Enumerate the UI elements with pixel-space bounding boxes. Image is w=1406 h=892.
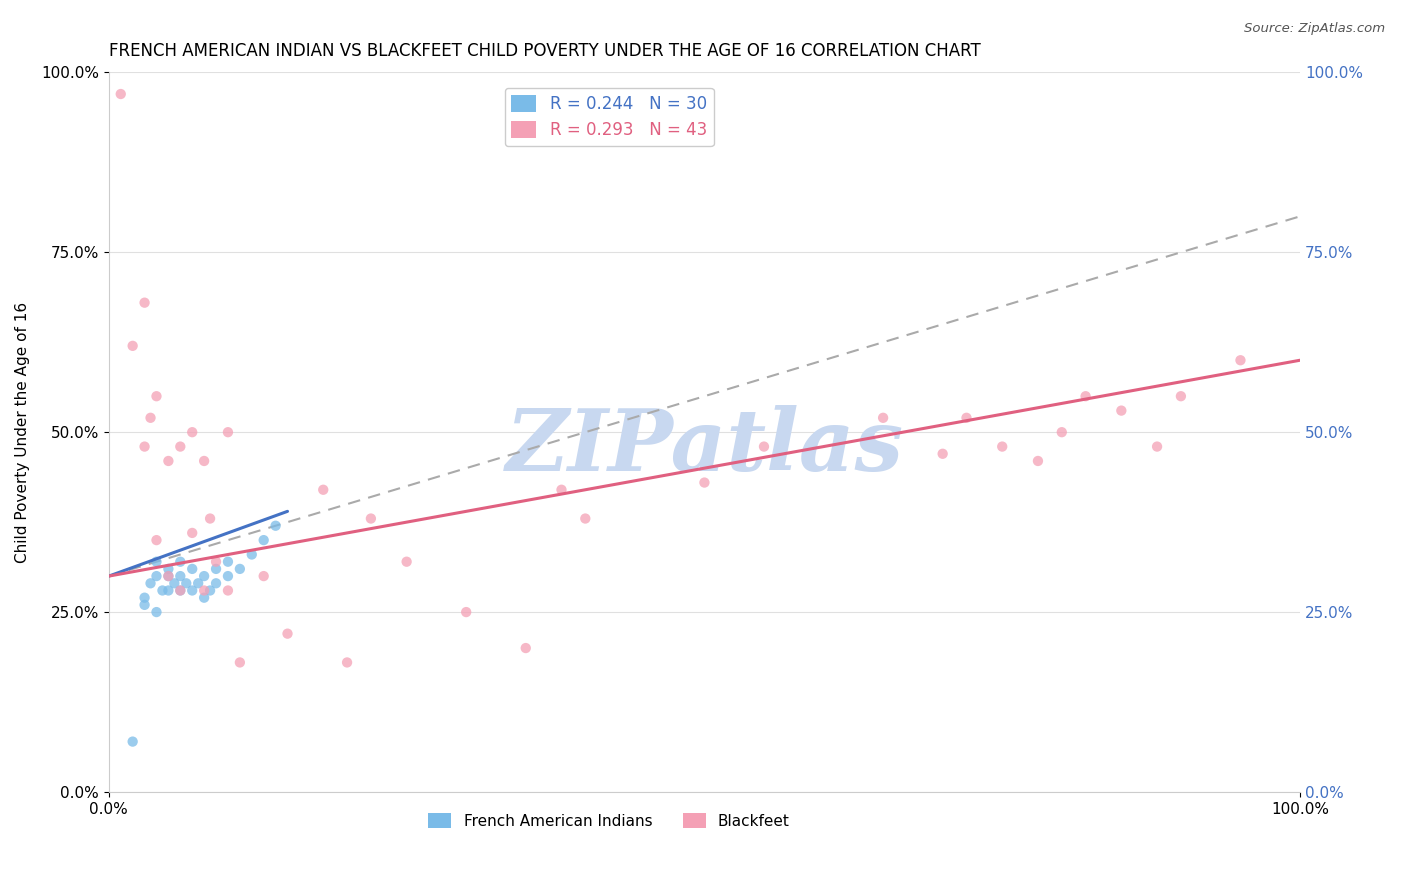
Point bbox=[181, 583, 204, 598]
Point bbox=[276, 626, 298, 640]
Point bbox=[181, 525, 204, 540]
Point bbox=[181, 425, 204, 440]
Point bbox=[1074, 389, 1097, 403]
Point bbox=[134, 598, 156, 612]
Point bbox=[193, 569, 215, 583]
Point bbox=[174, 576, 197, 591]
Point bbox=[217, 555, 239, 569]
Point bbox=[157, 569, 180, 583]
Point bbox=[169, 569, 191, 583]
Point bbox=[515, 641, 537, 656]
Point bbox=[1170, 389, 1192, 403]
Point bbox=[395, 555, 418, 569]
Point bbox=[752, 440, 775, 454]
Point bbox=[169, 440, 191, 454]
Y-axis label: Child Poverty Under the Age of 16: Child Poverty Under the Age of 16 bbox=[15, 301, 30, 563]
Point bbox=[157, 583, 180, 598]
Point bbox=[145, 389, 167, 403]
Point bbox=[872, 410, 894, 425]
Point bbox=[991, 440, 1014, 454]
Point bbox=[145, 569, 167, 583]
Point bbox=[1146, 440, 1168, 454]
Point bbox=[193, 591, 215, 605]
Point bbox=[198, 511, 221, 525]
Point bbox=[157, 562, 180, 576]
Text: Source: ZipAtlas.com: Source: ZipAtlas.com bbox=[1244, 22, 1385, 36]
Point bbox=[360, 511, 382, 525]
Point bbox=[134, 440, 156, 454]
Point bbox=[955, 410, 977, 425]
Point bbox=[205, 576, 228, 591]
Point bbox=[193, 583, 215, 598]
Point bbox=[336, 656, 359, 670]
Point bbox=[264, 518, 287, 533]
Point bbox=[205, 562, 228, 576]
Legend: French American Indians, Blackfeet: French American Indians, Blackfeet bbox=[422, 806, 796, 835]
Point bbox=[931, 447, 953, 461]
Point bbox=[1050, 425, 1073, 440]
Point bbox=[1026, 454, 1049, 468]
Point bbox=[139, 576, 162, 591]
Point bbox=[550, 483, 572, 497]
Point bbox=[193, 454, 215, 468]
Point bbox=[1111, 403, 1133, 417]
Point bbox=[229, 656, 252, 670]
Point bbox=[253, 533, 276, 548]
Point bbox=[574, 511, 596, 525]
Point bbox=[157, 569, 180, 583]
Point bbox=[157, 454, 180, 468]
Point bbox=[169, 583, 191, 598]
Point bbox=[205, 555, 228, 569]
Point bbox=[198, 583, 221, 598]
Point bbox=[253, 569, 276, 583]
Point bbox=[139, 410, 162, 425]
Point bbox=[217, 583, 239, 598]
Point bbox=[110, 87, 132, 101]
Point bbox=[312, 483, 335, 497]
Point bbox=[187, 576, 209, 591]
Point bbox=[217, 425, 239, 440]
Point bbox=[163, 576, 186, 591]
Point bbox=[456, 605, 478, 619]
Point bbox=[229, 562, 252, 576]
Point bbox=[169, 555, 191, 569]
Point bbox=[152, 583, 174, 598]
Point bbox=[1229, 353, 1251, 368]
Point bbox=[134, 591, 156, 605]
Point bbox=[145, 555, 167, 569]
Point bbox=[121, 734, 143, 748]
Point bbox=[693, 475, 716, 490]
Text: ZIPatlas: ZIPatlas bbox=[505, 405, 904, 488]
Point bbox=[134, 295, 156, 310]
Point bbox=[169, 583, 191, 598]
Text: FRENCH AMERICAN INDIAN VS BLACKFEET CHILD POVERTY UNDER THE AGE OF 16 CORRELATIO: FRENCH AMERICAN INDIAN VS BLACKFEET CHIL… bbox=[108, 42, 980, 60]
Point bbox=[145, 605, 167, 619]
Point bbox=[240, 548, 263, 562]
Point bbox=[181, 562, 204, 576]
Point bbox=[121, 339, 143, 353]
Point bbox=[145, 533, 167, 548]
Point bbox=[217, 569, 239, 583]
